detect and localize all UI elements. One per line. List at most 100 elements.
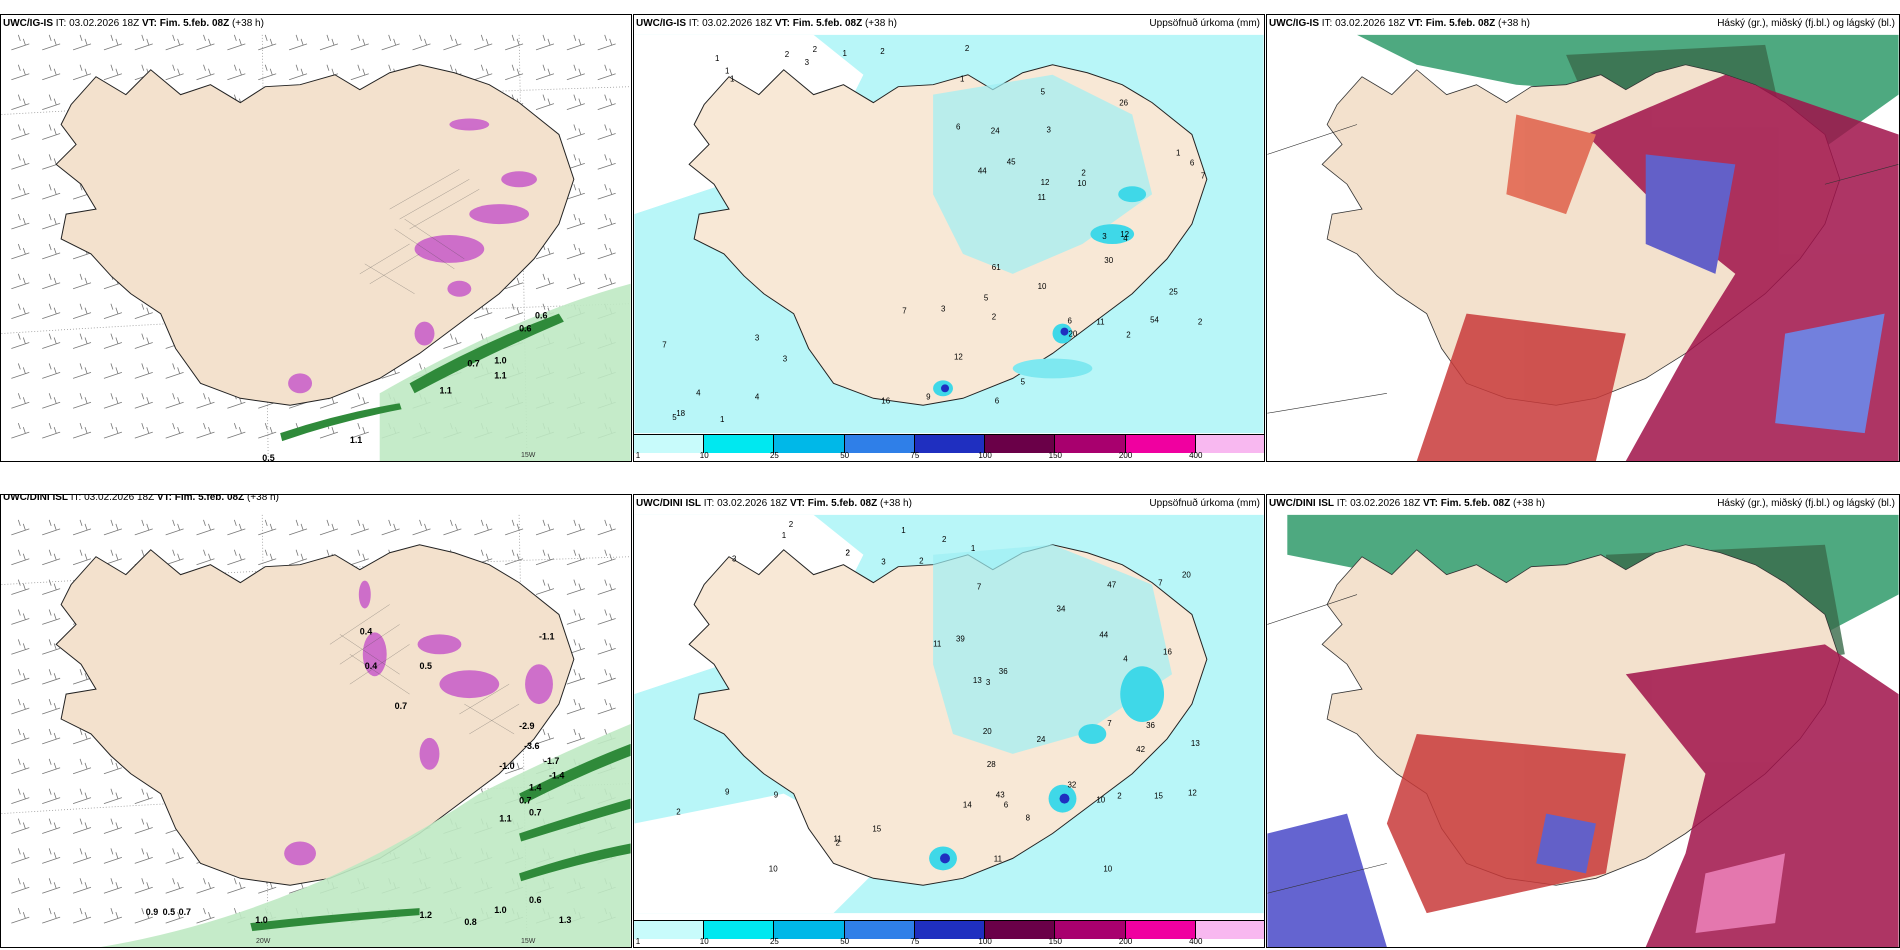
- panel-top-right-clouds: UWC/IG-IS IT: 03.02.2026 18Z VT: Fim. 5.…: [1266, 14, 1900, 462]
- wind-barb: [227, 423, 246, 439]
- wind-barb: [597, 124, 616, 140]
- wind-barb: [42, 698, 61, 715]
- wind-barb: [196, 423, 215, 439]
- wind-barb: [134, 878, 153, 894]
- wind-barb: [11, 393, 30, 409]
- wind-barb: [227, 878, 246, 894]
- precip-value-label: 8: [1026, 814, 1031, 823]
- wind-barb: [11, 273, 30, 290]
- wind-barb: [134, 848, 153, 864]
- wind-barb: [258, 34, 277, 51]
- colorbar-label: 1: [635, 451, 641, 460]
- wind-barb: [288, 549, 308, 566]
- precip-value-label: 3: [805, 58, 810, 67]
- wind-barb: [134, 363, 153, 379]
- lon-label: 20W: [256, 938, 271, 945]
- colorbar-swatch: [634, 921, 705, 939]
- precip-value-label: 11: [834, 834, 843, 843]
- precip-value-label: 30: [1104, 256, 1113, 265]
- temp-label: 0.7: [395, 701, 407, 711]
- wind-barb: [196, 64, 215, 81]
- precip-value-label: 2: [845, 549, 850, 558]
- wind-barb: [196, 393, 215, 409]
- colorbar-label: 25: [769, 451, 779, 460]
- temp-label: 0.9: [146, 907, 158, 917]
- wind-barb: [72, 728, 92, 745]
- temp-label: 1.2: [420, 910, 432, 920]
- panel-title: UWC/DINI ISL IT: 03.02.2026 18Z VT: Fim.…: [3, 494, 279, 503]
- wind-barb: [72, 393, 92, 409]
- precip-value-label: 7: [662, 341, 667, 350]
- wind-barb: [72, 818, 92, 834]
- wind-barb: [11, 303, 30, 320]
- wind-barb: [474, 34, 493, 51]
- precip-value-label: 20: [1182, 571, 1191, 580]
- precip-value-label: 3: [1102, 232, 1107, 241]
- temp-label: -1.7: [544, 756, 559, 766]
- colorbar-label: 75: [910, 937, 920, 946]
- temp-label: 0.5: [163, 907, 175, 917]
- wind-barb: [566, 34, 585, 51]
- wind-barb: [42, 34, 61, 51]
- colorbar-swatch: [844, 921, 915, 939]
- panel-title: UWC/IG-IS IT: 03.02.2026 18Z VT: Fim. 5.…: [3, 18, 264, 29]
- colorbar-swatch: [1125, 435, 1196, 453]
- precip-value-label: 3: [1047, 125, 1052, 134]
- wind-barb: [11, 64, 30, 81]
- wind-barb: [11, 549, 30, 566]
- precip-value-label: 13: [973, 676, 982, 685]
- wind-barb: [103, 423, 122, 439]
- wind-barb: [350, 34, 369, 51]
- wind-barb: [443, 34, 462, 51]
- wind-barb: [165, 908, 184, 924]
- wind-barb: [11, 818, 30, 834]
- wind-barb: [566, 184, 585, 200]
- wind-barb: [103, 788, 122, 805]
- wind-barb: [258, 64, 277, 81]
- wind-barb: [134, 519, 153, 536]
- wind-barb: [103, 303, 122, 320]
- panel-top-middle-precip: UWC/IG-IS IT: 03.02.2026 18Z VT: Fim. 5.…: [633, 14, 1265, 462]
- panel-title: UWC/IG-IS IT: 03.02.2026 18Z VT: Fim. 5.…: [636, 18, 897, 29]
- wind-barb: [134, 788, 153, 805]
- precip-value-label: 47: [1107, 581, 1116, 590]
- wind-barb: [11, 184, 30, 200]
- wind-barb: [72, 848, 92, 864]
- temp-label: 1.1: [439, 385, 451, 395]
- wind-barb: [72, 758, 92, 775]
- colorbar-label: 400: [1189, 937, 1203, 946]
- precip-value-label: 34: [1057, 604, 1066, 613]
- wind-barb: [42, 758, 61, 775]
- colorbar-label: 25: [769, 937, 779, 946]
- precip-value-label: 36: [999, 667, 1008, 676]
- panel-title: UWC/IG-IS IT: 03.02.2026 18Z VT: Fim. 5.…: [1269, 18, 1530, 29]
- wind-barb: [597, 273, 616, 290]
- wind-barb: [103, 848, 122, 864]
- wind-barb: [505, 34, 524, 51]
- panel-bottom-middle-precip: UWC/DINI ISL IT: 03.02.2026 18Z VT: Fim.…: [633, 494, 1265, 948]
- precip-value-label: 2: [992, 313, 997, 322]
- colorbar-swatch: [704, 921, 775, 939]
- panel-title: UWC/DINI ISL IT: 03.02.2026 18Z VT: Fim.…: [636, 498, 912, 509]
- precip-value-label: 5: [984, 294, 989, 303]
- precip-value-label: 11: [1096, 318, 1105, 327]
- precip-value-label: 16: [881, 396, 890, 405]
- iceland-land: [55, 64, 575, 406]
- precip-value-label: 24: [991, 126, 1000, 135]
- wind-barb: [11, 579, 30, 595]
- precip-value-label: 7: [1158, 579, 1163, 588]
- wind-barb: [165, 848, 184, 864]
- precip-value-label: 1: [901, 526, 906, 535]
- colorbar-label: 50: [840, 937, 850, 946]
- wind-barb: [505, 303, 524, 320]
- wind-barb: [597, 639, 616, 655]
- wind-barb: [350, 519, 369, 536]
- precip-value-label: 2: [1198, 318, 1203, 327]
- colorbar-label: 75: [910, 451, 920, 460]
- colorbar-label: 10: [699, 451, 709, 460]
- wind-barb: [165, 64, 184, 81]
- colorbar-swatch: [634, 435, 705, 453]
- precip-value-label: 1: [782, 531, 787, 540]
- wind-barb: [165, 878, 184, 894]
- wind-barb: [11, 423, 30, 439]
